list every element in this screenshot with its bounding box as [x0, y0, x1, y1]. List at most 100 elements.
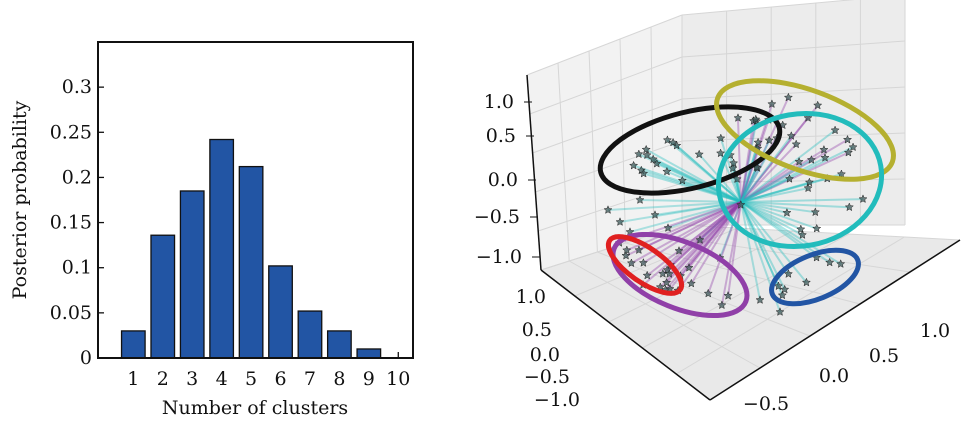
data-point-star: [782, 207, 792, 217]
data-point-star: [764, 135, 774, 145]
grid-line: [568, 260, 761, 369]
y-tick-label: −0.5: [524, 366, 570, 388]
connection-line: [652, 158, 742, 203]
data-point-star: [668, 137, 678, 147]
connection-line: [607, 201, 742, 211]
connection-line: [740, 135, 793, 203]
connection-line: [740, 166, 758, 203]
connection-line: [740, 143, 797, 203]
connection-line: [740, 201, 803, 236]
connection-line: [740, 120, 755, 203]
data-point-star: [791, 139, 801, 149]
data-point-star: [733, 113, 743, 122]
data-point-star: [674, 246, 684, 255]
data-point-star: [628, 160, 639, 170]
connection-line: [707, 201, 742, 294]
x-tick-label: 0.0: [819, 365, 849, 387]
data-point-star: [784, 174, 795, 183]
x-tick-label: 7: [304, 368, 316, 390]
grid-line: [535, 140, 683, 193]
connection-line: [736, 117, 742, 203]
connection-line: [740, 198, 864, 203]
data-point-star: [858, 194, 868, 204]
grid-line: [625, 242, 861, 305]
data-point-star: [716, 133, 726, 143]
data-point-star: [641, 144, 651, 154]
connection-line: [669, 201, 742, 266]
data-point-star: [836, 169, 847, 179]
z-axis-line: [526, 74, 542, 271]
y-tick-label: 0.15: [50, 212, 92, 234]
z-tick-label: −0.5: [474, 206, 520, 228]
connection-line: [667, 201, 742, 229]
bar-2: [150, 234, 176, 359]
connection-line: [633, 164, 742, 203]
grid-line: [529, 56, 683, 115]
data-point-star: [755, 295, 765, 304]
data-point-star: [736, 200, 746, 209]
x-axis-label: Number of clusters: [162, 397, 348, 419]
data-point-star: [803, 113, 813, 122]
bar-5: [238, 165, 264, 359]
x-axis-line: [709, 239, 961, 401]
y-tick-label: 0.05: [50, 302, 92, 324]
y-tick-label: 0.2: [62, 166, 92, 188]
connection-line: [740, 177, 828, 203]
left-back-pane: [527, 15, 682, 270]
y-tick-label: 0.1: [62, 257, 92, 279]
cluster-ellipses: [597, 78, 896, 319]
data-point-star: [836, 259, 846, 268]
data-point-star: [626, 258, 637, 268]
connection-line: [740, 167, 759, 203]
grid-line: [653, 233, 911, 273]
grid-line: [681, 0, 855, 16]
grid-line: [681, 224, 961, 241]
data-point-star: [844, 202, 854, 212]
data-point-star: [635, 195, 645, 204]
connection-line: [740, 187, 809, 203]
y-tick-label: −1.0: [534, 389, 580, 411]
y-axis-line: [540, 269, 711, 401]
connection-line: [736, 178, 742, 203]
data-point-star: [773, 281, 784, 291]
connection-line: [740, 151, 849, 203]
data-point-star: [603, 205, 613, 214]
z-tick-label: 0.5: [486, 125, 516, 147]
grid-line: [588, 50, 598, 253]
connection-line: [646, 154, 742, 203]
data-point-star: [796, 224, 806, 234]
bar-3: [179, 190, 205, 359]
connection-line: [682, 179, 742, 203]
x-tick-label: 3: [186, 368, 198, 390]
connection-line: [672, 141, 742, 203]
cluster-ellipse-1: [597, 104, 783, 196]
x-tick-label: −0.5: [743, 393, 789, 415]
data-point-star: [783, 92, 794, 102]
data-point-star: [621, 250, 631, 260]
data-point-star: [843, 147, 854, 157]
grid-line: [608, 230, 794, 323]
data-point-star: [715, 148, 726, 158]
connection-line: [720, 201, 742, 306]
data-point-star: [751, 114, 761, 124]
data-point-star: [638, 168, 649, 178]
connection-line: [679, 201, 742, 277]
x-tick-label: 1: [127, 368, 139, 390]
connection-line: [727, 201, 742, 296]
data-point-star: [677, 175, 687, 185]
data-point-star: [634, 149, 644, 159]
connection-line: [740, 148, 758, 203]
connection-line: [630, 201, 742, 265]
x-tick-label: 0.5: [869, 345, 899, 367]
z-tick-label: −1.0: [476, 246, 522, 268]
x-tick-label: 5: [245, 368, 257, 390]
x-tick-label: 8: [333, 368, 345, 390]
y-tick-label: 0.25: [50, 121, 92, 143]
y-tick-label: 0.5: [522, 319, 552, 341]
data-point-star: [775, 307, 785, 316]
data-point-star: [753, 137, 763, 147]
data-point-star: [825, 257, 835, 267]
connection-line: [740, 201, 818, 230]
z-tick-label: 0.0: [488, 169, 518, 191]
